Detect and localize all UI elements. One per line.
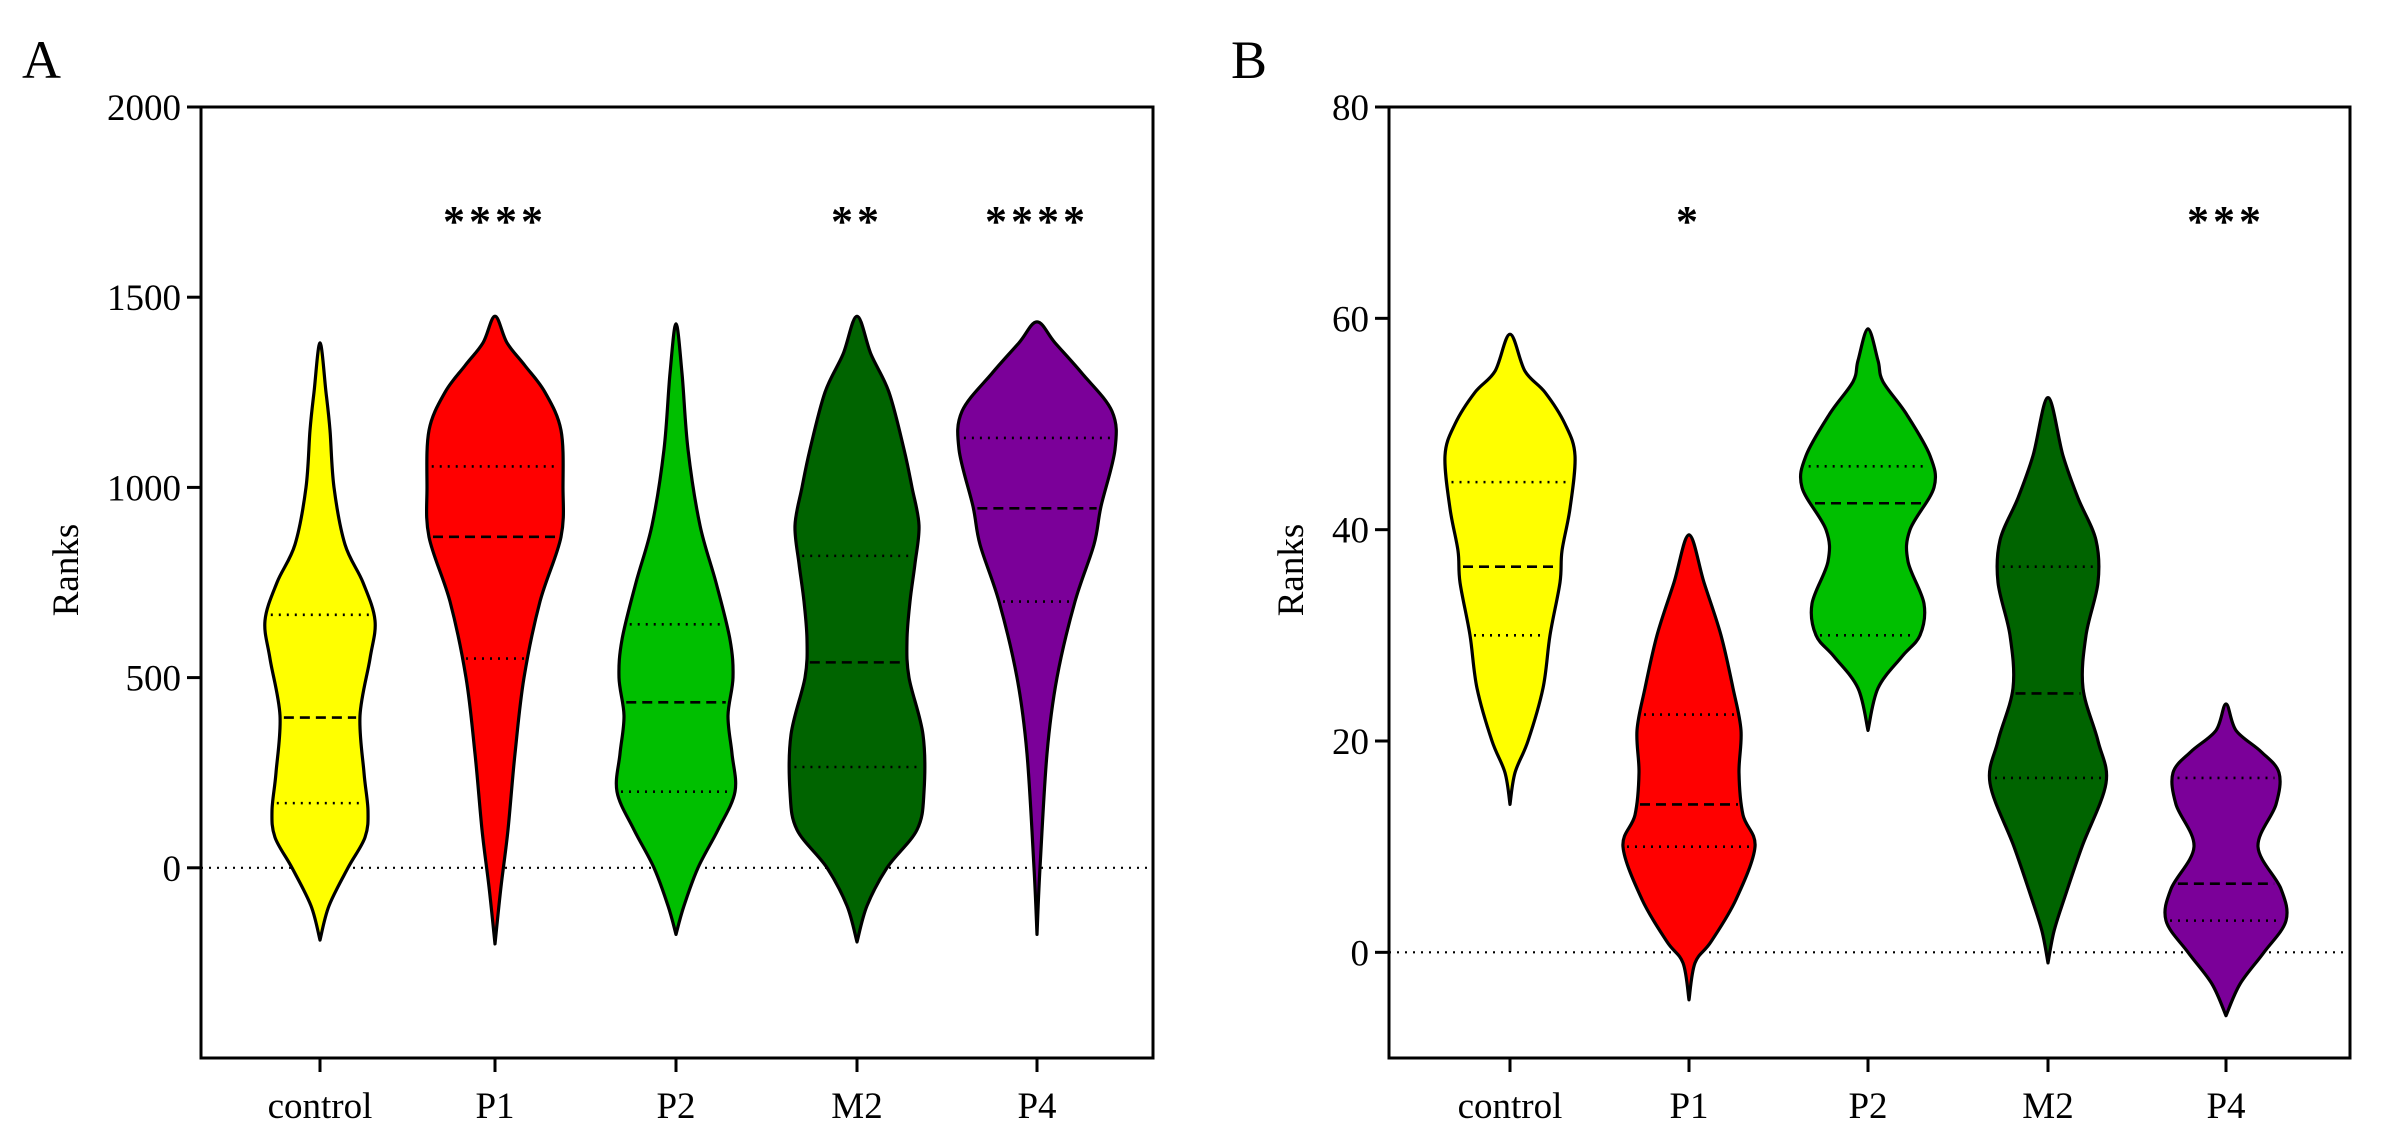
violin-body (956, 320, 1118, 936)
significance-marker: **** (443, 197, 547, 246)
x-category-label: control (268, 1086, 373, 1127)
y-tick-label: 500 (126, 659, 182, 700)
y-tick-label: 60 (1332, 299, 1369, 340)
y-tick-label: 80 (1332, 88, 1369, 129)
plot-frame-a (199, 105, 1155, 1060)
violin-control (1443, 332, 1577, 806)
violin-body (1443, 332, 1577, 806)
violins-b (1443, 327, 2289, 1018)
y-tick-label: 1500 (107, 278, 181, 319)
y-axis-title-b: Ranks (1271, 524, 1312, 617)
violin-control (263, 341, 377, 942)
violin-p2 (614, 322, 738, 936)
x-category-label: M2 (831, 1086, 882, 1127)
violins-a (263, 314, 1118, 946)
violin-p4 (2163, 702, 2289, 1018)
violin-body (1621, 533, 1757, 1002)
violin-p1 (424, 314, 566, 946)
violin-body (614, 322, 738, 936)
plot-frame-b (1387, 105, 2352, 1060)
violin-body (263, 341, 377, 942)
x-category-label: P2 (1848, 1086, 1887, 1127)
y-axis-b: 0 20 40 60 80 (1332, 88, 1389, 974)
significance-marker: * (1676, 197, 1702, 246)
panel-letter-a: A (22, 30, 61, 90)
y-tick-label: 40 (1332, 511, 1369, 552)
x-category-label: P1 (475, 1086, 514, 1127)
significance-marker: ** (831, 197, 883, 246)
x-category-label: P4 (1017, 1086, 1056, 1127)
y-tick-label: 0 (163, 849, 182, 890)
x-category-label: M2 (2022, 1086, 2073, 1127)
violin-body (424, 314, 566, 946)
x-axis-a: control P1 P2 M2 P4 (268, 1058, 1057, 1127)
x-category-label: P1 (1669, 1086, 1708, 1127)
significance-a: **** ** **** (443, 197, 1089, 246)
y-tick-label: 1000 (107, 468, 181, 509)
x-category-label: control (1458, 1086, 1563, 1127)
y-tick-label: 2000 (107, 88, 181, 129)
y-axis-a: 0 500 1000 1500 2000 (107, 88, 201, 890)
violin-m2 (1987, 396, 2109, 965)
violin-p4 (956, 320, 1118, 936)
y-tick-label: 0 (1351, 933, 1370, 974)
y-axis-title-a: Ranks (46, 524, 87, 617)
x-category-label: P4 (2206, 1086, 2245, 1127)
violin-m2 (787, 314, 927, 944)
violin-p2 (1798, 327, 1938, 732)
significance-marker: *** (2187, 197, 2265, 246)
violin-p1 (1621, 533, 1757, 1002)
x-axis-b: control P1 P2 M2 P4 (1458, 1058, 2246, 1127)
violin-body (1798, 327, 1938, 732)
violin-body (787, 314, 927, 944)
violin-body (2163, 702, 2289, 1018)
panel-letter-b: B (1231, 30, 1267, 90)
y-tick-label: 20 (1332, 722, 1369, 763)
significance-b: * *** (1676, 197, 2265, 246)
violin-body (1987, 396, 2109, 965)
x-category-label: P2 (656, 1086, 695, 1127)
significance-marker: **** (985, 197, 1089, 246)
